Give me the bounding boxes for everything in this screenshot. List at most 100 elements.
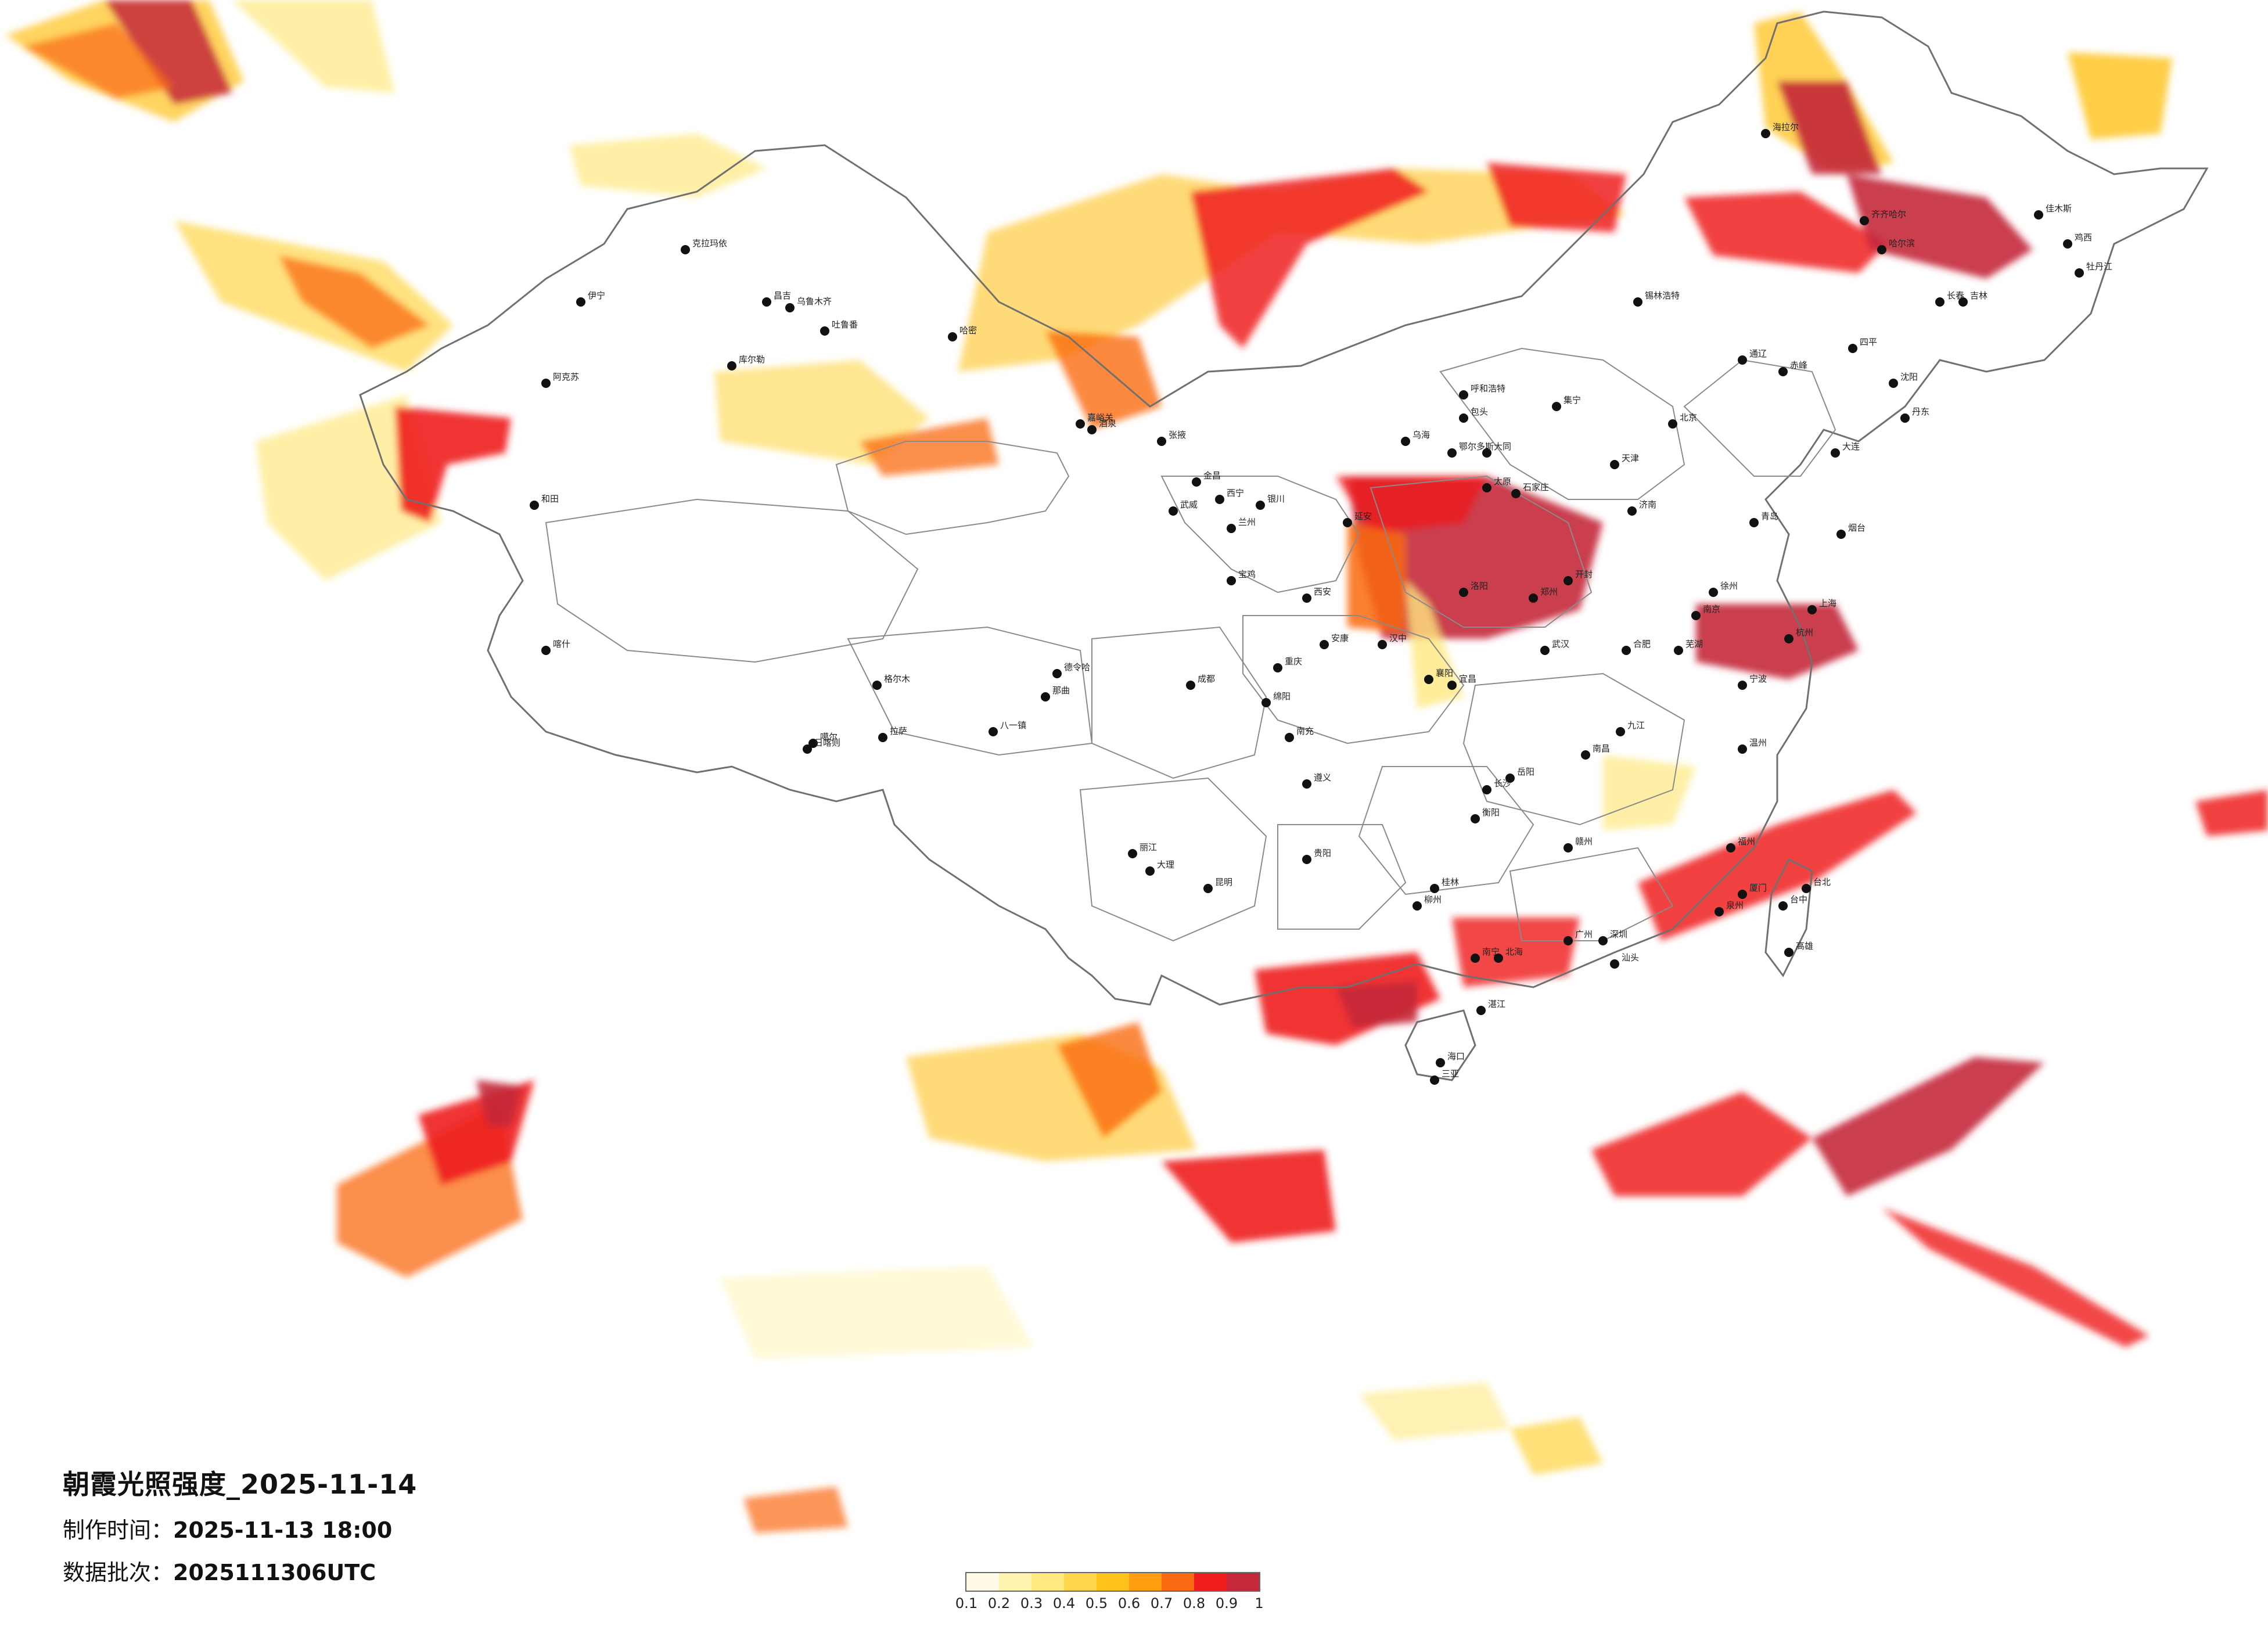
city-label: 鄂尔多斯 <box>1459 441 1494 452</box>
city-label: 武汉 <box>1552 639 1569 649</box>
city-dot <box>1691 611 1701 620</box>
city-label: 台北 <box>1813 877 1831 887</box>
legend-tick-label: 0.3 <box>1020 1595 1043 1611</box>
city-label: 丹东 <box>1912 406 1929 417</box>
city-label: 深圳 <box>1610 929 1627 940</box>
city-label: 海拉尔 <box>1773 122 1799 132</box>
city-dot <box>1709 588 1718 597</box>
city-dot <box>1256 501 1265 510</box>
city-dot <box>1447 448 1457 458</box>
city-dot <box>1610 460 1619 469</box>
city-label: 吉林 <box>1970 290 1987 301</box>
city-label: 遵义 <box>1314 772 1331 783</box>
city-dot <box>1529 593 1538 603</box>
city-label: 库尔勒 <box>739 354 765 365</box>
city-label: 赣州 <box>1575 836 1593 847</box>
city-label: 湛江 <box>1488 999 1505 1009</box>
city-label: 喀什 <box>553 639 570 649</box>
city-dot <box>1482 785 1491 794</box>
city-label: 岳阳 <box>1517 767 1534 777</box>
city-label: 安康 <box>1331 633 1349 643</box>
legend-tick-label: 0.1 <box>955 1595 978 1611</box>
legend-tick-label: 0.6 <box>1117 1595 1141 1611</box>
city-dot <box>1668 419 1677 429</box>
city-label: 北海 <box>1505 947 1523 957</box>
legend-swatch <box>1097 1573 1129 1591</box>
city-dot <box>1227 576 1236 585</box>
city-dot <box>803 744 812 754</box>
city-dot <box>576 297 585 307</box>
city-dot <box>1598 936 1608 945</box>
city-dot <box>2063 239 2072 249</box>
city-label: 丽江 <box>1140 842 1157 852</box>
made-time-row: 制作时间：2025-11-13 18:00 <box>63 1512 417 1544</box>
city-label: 昆明 <box>1215 877 1232 887</box>
city-dot <box>1447 681 1457 690</box>
city-label: 九江 <box>1627 720 1645 731</box>
city-dot <box>1273 663 1282 672</box>
city-dot <box>878 733 887 742</box>
city-dot <box>1715 907 1724 916</box>
city-dot <box>1302 779 1311 789</box>
city-label: 台中 <box>1790 894 1807 905</box>
city-label: 佳木斯 <box>2046 203 2072 214</box>
city-dot <box>1877 245 1886 254</box>
city-label: 合肥 <box>1633 639 1651 649</box>
legend-tick-label: 0.9 <box>1215 1595 1238 1611</box>
legend-swatch <box>1162 1573 1194 1591</box>
city-label: 通辽 <box>1749 348 1767 359</box>
city-dot <box>1424 675 1433 684</box>
legend-swatch <box>1194 1573 1227 1591</box>
city-label: 日喀则 <box>814 738 840 748</box>
city-dot <box>820 326 829 336</box>
color-legend: 0.1 0.2 0.3 0.4 0.5 0.6 0.7 0.8 0.9 1 <box>955 1572 1264 1614</box>
city-dot <box>785 303 795 312</box>
city-label: 拉萨 <box>890 726 907 736</box>
city-label: 汉中 <box>1389 633 1407 643</box>
city-dot <box>1738 355 1747 365</box>
legend-swatch <box>1031 1573 1064 1591</box>
city-label: 西安 <box>1314 587 1331 597</box>
city-label: 集宁 <box>1563 395 1581 405</box>
city-dot <box>1761 129 1770 138</box>
city-label: 包头 <box>1471 406 1488 417</box>
city-label: 噶尔 <box>820 732 838 742</box>
city-dot <box>1831 448 1840 458</box>
city-label: 郑州 <box>1540 587 1558 597</box>
made-time-value: 2025-11-13 18:00 <box>173 1517 393 1543</box>
city-dot <box>989 727 998 736</box>
city-dot <box>1320 640 1329 649</box>
city-label: 海口 <box>1447 1051 1465 1062</box>
city-label: 洛阳 <box>1471 581 1488 591</box>
china-boundary <box>359 10 2209 1081</box>
city-dot <box>530 501 539 510</box>
city-dot <box>1511 489 1521 498</box>
legend-ticks: 0.1 0.2 0.3 0.4 0.5 0.6 0.7 0.8 0.9 1 <box>955 1595 1264 1614</box>
city-dot <box>1610 959 1619 969</box>
city-dot <box>681 245 690 254</box>
city-dot <box>1412 901 1422 911</box>
city-dot <box>1041 692 1050 702</box>
city-dot <box>1505 774 1515 783</box>
city-dot <box>1430 884 1439 893</box>
city-label: 重庆 <box>1285 656 1302 667</box>
city-dot <box>1540 646 1550 655</box>
city-label: 德令哈 <box>1064 662 1090 672</box>
data-batch-value: 2025111306UTC <box>173 1560 376 1585</box>
city-dot <box>541 646 551 655</box>
city-label: 柳州 <box>1424 894 1442 905</box>
city-dot <box>1738 890 1747 899</box>
city-label: 大理 <box>1157 859 1174 870</box>
city-label: 牡丹江 <box>2086 261 2112 272</box>
city-label: 温州 <box>1749 738 1767 748</box>
city-dot <box>1459 390 1468 400</box>
city-label: 西宁 <box>1227 488 1244 498</box>
city-dot <box>1958 297 1968 307</box>
city-label: 宁波 <box>1749 674 1767 684</box>
city-label: 赤峰 <box>1790 360 1807 370</box>
city-dot <box>1616 727 1625 736</box>
legend-swatch <box>999 1573 1031 1591</box>
city-dot <box>1622 646 1631 655</box>
city-dot <box>1627 506 1637 516</box>
